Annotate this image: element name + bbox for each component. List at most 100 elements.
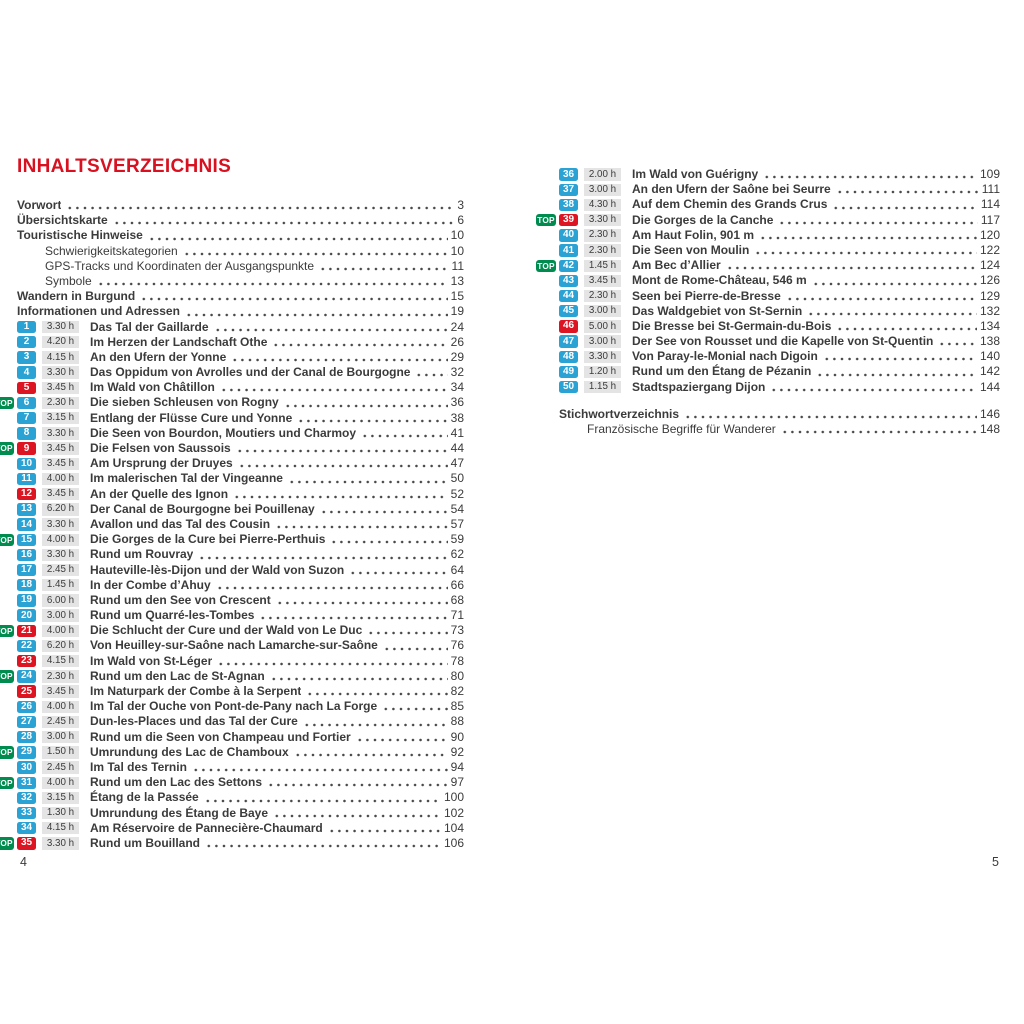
toc-tour-entry-6: TOP6 2.30 h Die sieben Schleusen von Rogny… [0,395,464,411]
tour-number-badge: 9 [17,442,36,455]
tour-duration-chip: 3.45 h [42,685,79,698]
toc-tour-entry-45: 45 3.00 h Das Waldgebiet von St-Sernin 132 [559,303,1000,319]
tour-page-number: 71 [450,608,464,623]
toc-tour-entry-1: 1 3.30 h Das Tal der Gaillarde 24 [17,319,464,335]
top-badge: TOP [0,670,14,683]
dot-leader [231,486,448,502]
tour-duration-chip: 3.45 h [584,274,621,288]
entry-page-number: 15 [450,289,464,304]
tour-duration-chip: 4.20 h [42,336,79,349]
tour-page-number: 132 [979,303,1000,318]
tour-title: Die Gorges de la Cure bei Pierre-Perthui… [90,532,326,547]
tour-number-badge: 2 [17,336,36,349]
toc-section-entry: Vorwort 3 [17,198,464,214]
toc-tour-entry-15: TOP15 4.00 h Die Gorges de la Cure bei Pie… [0,532,464,548]
dot-leader [776,212,978,228]
tour-title: Die Bresse bei St-Germain-du-Bois [632,318,832,333]
folio-left: 4 [20,855,27,869]
dot-leader [936,334,977,350]
entry-label: Symbole [45,273,92,288]
toc-tour-entry-19: 19 6.00 h Rund um den See von Crescent 68 [17,592,464,609]
tour-number-badge: 17 [17,563,36,577]
tour-number-badge: 18 [17,579,36,592]
toc-list-left: Vorwort 3 Übersichtskarte 6 Touristische Hin… [0,198,464,852]
tour-duration-chip: 3.30 h [42,548,79,562]
tour-number-badge: 6 [17,396,36,410]
toc-tour-entry-27: 27 2.45 h Dun-les-Places und das Tal der C… [17,714,464,730]
tour-title: An der Quelle des Ignon [90,486,229,501]
tour-page-number: 126 [979,273,1000,288]
dot-leader [413,365,448,381]
dot-leader [201,790,441,806]
toc-list-right: 36 2.00 h Im Wald von Guérigny 109 37 3.00 h A… [536,167,1000,395]
dot-leader [196,547,448,563]
toc-tour-entry-49: 49 1.20 h Rund um den Étang de Pézanin 142 [559,364,1000,380]
tour-number-badge: 50 [559,381,578,394]
tour-title: Die Felsen von Saussois [90,441,231,455]
dot-leader [213,577,448,593]
tour-page-number: 120 [979,227,1000,242]
tour-duration-chip: 5.00 h [584,320,621,333]
dot-leader [317,501,448,517]
tour-duration-chip: 2.45 h [42,563,79,577]
tour-number-badge: 47 [559,335,578,348]
entry-page-number: 11 [451,258,464,273]
tour-duration-chip: 3.30 h [584,213,621,227]
tour-page-number: 59 [450,532,464,547]
tour-number-badge: 31 [17,776,36,789]
tour-page-number: 50 [450,471,464,486]
toc-tour-entry-25: 25 3.45 h Im Naturpark der Combe à la Serp… [17,684,464,700]
dot-leader [814,364,977,380]
dot-leader [830,197,978,213]
dot-leader [778,422,977,438]
tour-page-number: 109 [979,167,1000,181]
tour-title: Von Heuilley-sur-Saône nach Lamarche-sur… [90,638,378,653]
dot-leader [833,182,979,198]
tour-number-badge: 16 [17,548,36,562]
tour-duration-chip: 1.45 h [42,579,79,592]
tour-title: Am Réservoire de Pannecière-Chaumard [90,820,323,835]
tour-duration-chip: 1.45 h [584,259,621,272]
tour-number-badge: 33 [17,806,36,820]
tour-page-number: 129 [979,288,1000,303]
tour-duration-chip: 1.30 h [42,806,79,820]
tour-title: Rund um Quarré-les-Tombes [90,608,255,623]
entry-page-number: 3 [457,198,464,212]
dot-leader [820,349,977,365]
toc-tour-entry-34: 34 4.15 h Am Réservoire de Pannecière-Chau… [17,820,464,836]
tour-duration-chip: 3.30 h [584,350,621,364]
tour-title: Das Oppidum von Avrolles und der Canal d… [90,365,411,380]
entry-page-number: 10 [450,243,464,258]
tour-title: In der Combe d’Ahuy [90,577,211,592]
tour-number-badge: 30 [17,761,36,774]
entry-label: Touristische Hinweise [17,228,143,243]
tour-duration-chip: 2.00 h [584,168,621,181]
dot-leader [64,198,455,214]
tour-page-number: 41 [450,425,464,440]
tour-page-number: 38 [450,410,464,425]
tour-page-number: 32 [450,365,464,380]
tour-duration-chip: 3.30 h [42,518,79,531]
tour-page-number: 36 [450,395,464,410]
tour-title: Die Seen von Moulin [632,242,750,257]
tour-duration-chip: 3.00 h [584,183,621,196]
tour-title: Étang de la Passée [90,790,199,805]
dot-leader [265,775,448,791]
entry-label: Stichwortverzeichnis [559,407,680,421]
dot-leader [110,213,455,229]
dot-leader [273,516,448,533]
tour-number-badge: 32 [17,791,36,805]
tour-duration-chip: 6.00 h [42,594,79,607]
tour-page-number: 26 [450,334,464,349]
dot-leader [235,456,448,472]
toc-tour-entry-9: TOP9 3.45 h Die Felsen von Saussois 44 [0,441,464,457]
tour-duration-chip: 1.15 h [584,381,621,394]
tour-number-badge: 3 [17,351,36,364]
dot-leader [233,441,448,457]
tour-duration-chip: 4.15 h [42,655,79,668]
page-left: INHALTSVERZEICHNIS Vorwort 3 Übersichtskar… [0,0,464,1024]
tour-page-number: 29 [450,349,464,364]
tour-duration-chip: 3.15 h [42,412,79,425]
tour-page-number: 94 [450,759,464,774]
toc-tour-entry-47: 47 3.00 h Der See von Rousset und die Kape… [559,334,1000,350]
